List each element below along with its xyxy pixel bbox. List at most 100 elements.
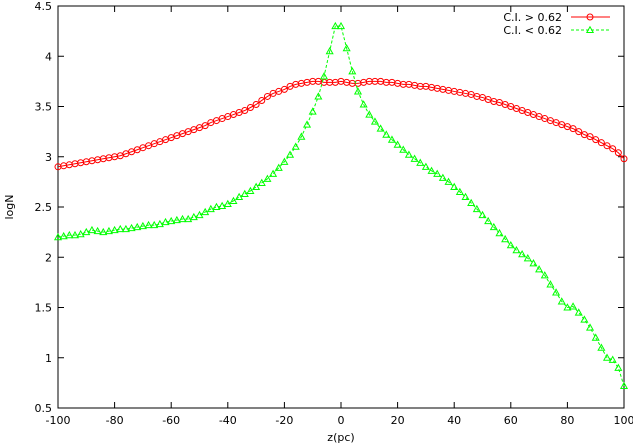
series-2-point: [167, 216, 176, 225]
series-2-point: [467, 198, 476, 207]
series-2-point: [302, 120, 312, 128]
series-2-point: [591, 333, 600, 341]
series-1-point: [592, 136, 600, 144]
series-2-point: [518, 250, 527, 258]
series-2-point: [552, 288, 561, 296]
series-2-point: [144, 220, 153, 229]
series-2-point: [252, 182, 261, 190]
series-2-point: [76, 229, 85, 238]
series-2-point: [393, 140, 402, 148]
series-2-point: [116, 224, 125, 233]
series-2-point: [597, 343, 606, 351]
series-2-point: [359, 100, 368, 108]
series-2-point: [104, 226, 113, 235]
x-tick-label: -40: [219, 414, 237, 427]
series-1-point: [280, 85, 288, 93]
series-2-point: [484, 216, 493, 225]
axis-ticks: -100 -80 -60 -40 -20 0 20 40 60 80 100 0.5 1 1.5 2 2.5 3…: [35, 0, 633, 427]
series-2-point: [297, 132, 306, 140]
series-2-point: [455, 187, 464, 195]
series-2-point: [506, 240, 515, 249]
series-2-point: [161, 217, 170, 226]
series-2-point: [319, 72, 329, 80]
series-2-point: [495, 228, 504, 237]
y-tick-label: 1.5: [35, 302, 53, 315]
series-2-point: [489, 222, 498, 231]
legend: C.I. > 0.62C.I. < 0.62: [503, 11, 610, 37]
series-2-point: [602, 353, 612, 361]
series-2-point: [212, 202, 221, 211]
series-2-point: [438, 173, 447, 181]
series-2-point: [416, 158, 425, 166]
series-2-point: [421, 162, 430, 170]
series-2-point: [229, 196, 238, 205]
x-tick-label: 60: [504, 414, 518, 427]
series-2-point: [342, 43, 351, 52]
series-2-point: [608, 355, 617, 363]
series-2-point: [195, 210, 204, 219]
series-2-point: [365, 110, 374, 118]
series-2-point: [331, 21, 340, 30]
series-2-point: [155, 219, 164, 228]
series-1-point: [252, 100, 260, 108]
series-2-point: [376, 124, 385, 132]
series-2-point: [574, 308, 583, 316]
series-1-point: [575, 128, 583, 136]
series-2-point: [336, 21, 346, 30]
x-tick-label: -80: [106, 414, 124, 427]
series-1-point: [258, 96, 266, 104]
series-2-point: [65, 230, 74, 239]
legend-marker-1: [586, 13, 594, 21]
series-2-point: [201, 207, 210, 216]
legend-label-2: C.I. < 0.62: [503, 24, 562, 37]
series-2-point: [150, 220, 159, 229]
series-2-point: [563, 303, 572, 311]
y-tick-label: 4.5: [35, 0, 53, 13]
series-2-point: [325, 46, 334, 55]
x-tick-label: 0: [338, 414, 345, 427]
series-2-point: [110, 225, 119, 234]
series-2-point: [353, 87, 363, 95]
x-tick-label: 100: [614, 414, 633, 427]
series-2-point: [206, 204, 215, 213]
series-2-point: [619, 381, 629, 389]
series-1-point: [569, 125, 577, 133]
x-tick-label: -60: [162, 414, 180, 427]
series-2-point: [70, 230, 80, 239]
series-layer: [53, 21, 629, 389]
series-2-point: [87, 225, 97, 234]
series-2-point: [512, 245, 521, 254]
series-2-point: [291, 142, 300, 150]
y-tick-label: 3.5: [35, 101, 53, 114]
series-1-line: [57, 80, 625, 168]
series-2-point: [404, 150, 413, 158]
series-2-point: [370, 117, 380, 125]
series-1-point: [263, 92, 271, 100]
series-1-point: [603, 142, 611, 150]
series-2-point: [348, 67, 357, 75]
series-2-point: [308, 107, 317, 115]
series-2: [53, 21, 629, 389]
y-tick-label: 1: [45, 352, 52, 365]
series-2-point: [269, 169, 278, 177]
series-2-point: [257, 178, 266, 186]
series-2-point: [223, 199, 232, 208]
x-tick-label: -100: [46, 414, 71, 427]
legend-marker-2: [585, 25, 595, 34]
y-tick-label: 4: [45, 50, 52, 63]
series-2-point: [235, 192, 244, 201]
series-2-point: [133, 222, 142, 231]
series-2-point: [382, 130, 391, 138]
series-2-point: [263, 174, 272, 182]
series-1-point: [201, 122, 209, 130]
series-2-point: [184, 214, 193, 223]
x-tick-label: 80: [560, 414, 574, 427]
series-2-point: [450, 182, 459, 190]
series-2-point: [585, 323, 595, 331]
series-2-point: [523, 254, 532, 262]
series-2-point: [59, 231, 68, 240]
series-2-point: [82, 227, 91, 236]
series-1-point: [246, 104, 254, 112]
y-tick-label: 3: [45, 151, 52, 164]
